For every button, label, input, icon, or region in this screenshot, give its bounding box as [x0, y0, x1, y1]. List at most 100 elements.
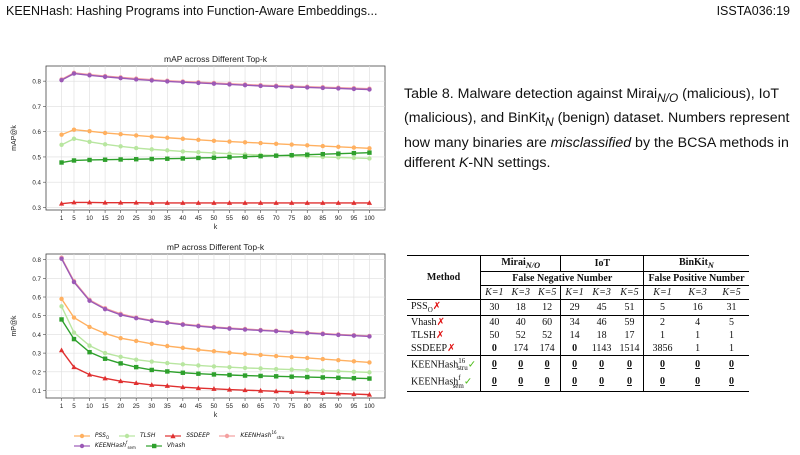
table-row: KEENHash16stru✓ 0 0 0 0 0 0 0 0 0: [407, 355, 749, 374]
caption-prefix: Table 8. Malware detection against Mirai: [404, 86, 658, 102]
results-table: Method MiraiN/O IoT BinKitN False Negati…: [407, 255, 749, 392]
data-point: [59, 304, 64, 309]
data-point: [165, 320, 170, 326]
data-point: [58, 200, 65, 206]
method-cell: Vhash✗: [407, 315, 481, 329]
x-axis-label: k: [214, 412, 218, 419]
data-point: [196, 323, 201, 329]
data-point: [71, 330, 77, 335]
x-tick-label: 55: [226, 215, 233, 222]
data-point: [305, 330, 310, 336]
value-cell: 1: [643, 329, 681, 342]
cross-mark-icon: ✗: [436, 317, 445, 328]
data-point: [227, 364, 232, 370]
data-point: [351, 359, 357, 364]
data-point: [305, 374, 310, 380]
data-point: [164, 383, 170, 388]
data-point: [305, 152, 310, 157]
x-tick-label: 65: [257, 403, 264, 410]
data-point: [133, 364, 139, 370]
y-tick-label: 0.7: [32, 104, 41, 111]
value-cell: 0: [560, 373, 588, 392]
mp-chart: mP across Different Top-k 0.1 0.2 0.3 0.4 0.5…: [0, 240, 400, 430]
data-point: [71, 127, 77, 132]
x-tick-label: 60: [242, 215, 249, 222]
value-cell: 3856: [643, 342, 681, 356]
x-tick-label: 15: [102, 215, 109, 222]
data-point: [165, 79, 170, 84]
data-point: [258, 352, 263, 358]
method-cell: TLSH✗: [411, 330, 445, 341]
chart-title: mAP across Different Top-k: [164, 54, 268, 64]
data-point: [149, 359, 154, 364]
data-point: [71, 136, 77, 141]
data-point: [211, 325, 217, 330]
data-point: [227, 82, 232, 87]
data-point: [304, 200, 310, 205]
data-point: [87, 298, 92, 303]
data-point: [320, 331, 325, 337]
data-point: [196, 371, 201, 376]
caption-italic: misclassified: [550, 134, 632, 151]
value-cell: 51: [615, 299, 644, 316]
legend-swatch: [74, 443, 90, 448]
data-point: [133, 77, 139, 82]
data-point: [59, 77, 64, 83]
legend-swatch: [74, 433, 90, 438]
data-point: [320, 390, 326, 395]
value-cell: 0: [533, 373, 561, 392]
data-point: [118, 75, 123, 81]
data-point: [165, 135, 170, 140]
table-caption: Table 8. Malware detection against Mirai…: [404, 84, 792, 174]
data-point: [351, 375, 357, 381]
data-point: [211, 364, 217, 369]
k-label: K=1: [560, 285, 588, 300]
value-cell: 0: [587, 355, 616, 374]
data-point: [336, 155, 341, 160]
x-tick-label: 30: [148, 403, 155, 410]
value-cell: 0: [533, 355, 561, 374]
data-point: [165, 369, 170, 374]
y-axis-label: mP@k: [11, 315, 18, 337]
data-point: [196, 80, 201, 86]
x-tick-label: 50: [210, 215, 217, 222]
value-cell: 0: [480, 355, 508, 374]
data-point: [289, 152, 294, 158]
x-tick-label: 1: [60, 403, 64, 410]
value-cell: 2: [643, 315, 681, 329]
data-point: [86, 371, 93, 377]
data-point: [273, 388, 279, 394]
data-point: [118, 144, 123, 149]
x-tick-label: 70: [273, 215, 280, 222]
caption-mirai-sub: N/O: [657, 90, 679, 105]
value-cell: 0: [680, 355, 715, 374]
data-point: [367, 370, 372, 375]
legend-item: SSDEEP: [165, 432, 209, 439]
value-cell: 0: [480, 342, 508, 356]
y-tick-label: 0.1: [32, 388, 41, 395]
data-point: [149, 78, 154, 83]
x-tick-label: 45: [195, 403, 202, 410]
k-label: K=5: [615, 285, 644, 300]
data-point: [133, 133, 139, 138]
data-point: [211, 200, 217, 205]
data-point: [367, 334, 372, 339]
data-point: [196, 155, 201, 161]
x-tick-label: 85: [319, 403, 326, 410]
data-point: [227, 350, 232, 355]
data-point: [165, 360, 170, 366]
mp-chart-svg: mP across Different Top-k 0.1 0.2 0.3 0.4 0.5…: [11, 242, 386, 419]
data-point: [102, 356, 108, 361]
plot-frame: [45, 65, 386, 211]
y-tick-label: 0.4: [32, 180, 41, 187]
data-point: [226, 200, 233, 205]
data-point: [242, 200, 248, 205]
data-point: [227, 372, 232, 378]
check-mark-icon: ✓: [467, 359, 477, 371]
table-row: SSDEEP✗ 0 174 174 0 1143 1514 3856 1 1: [407, 342, 749, 356]
value-cell: 0: [714, 355, 749, 374]
legend-item: KEENHash16stru: [219, 430, 284, 440]
method-cell: KEENHashfsem✓: [407, 373, 481, 392]
data-point: [133, 157, 139, 162]
data-point: [149, 134, 154, 139]
